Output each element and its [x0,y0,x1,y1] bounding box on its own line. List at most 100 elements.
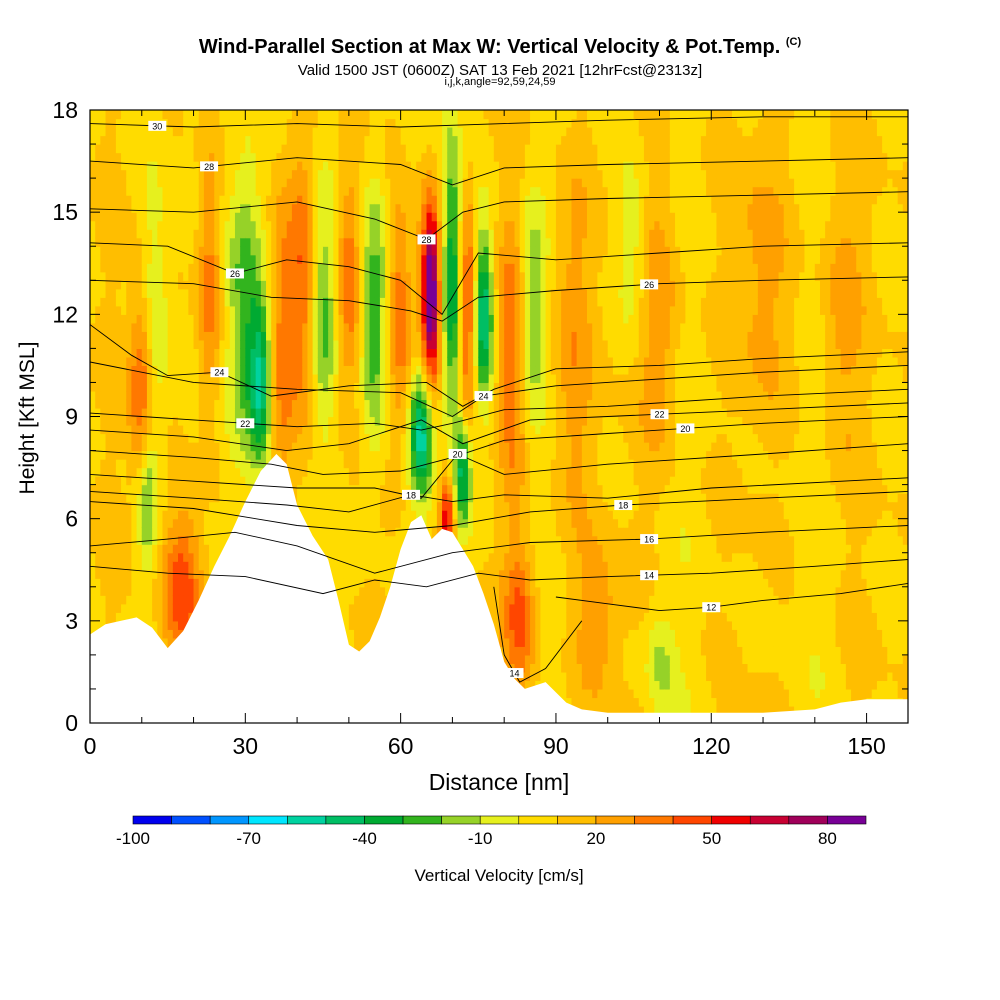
w-cell [328,254,334,264]
w-cell [188,169,195,179]
w-cell [436,331,443,341]
w-cell [167,220,174,230]
w-cell [121,552,127,562]
w-cell [224,161,231,171]
w-cell [203,459,210,469]
w-cell [141,331,148,341]
w-cell [90,365,96,375]
w-cell [374,297,381,307]
w-cell [348,212,355,222]
w-cell [245,305,252,315]
w-cell [328,382,334,392]
w-cell [348,254,355,264]
w-cell [95,544,101,554]
w-cell [126,305,133,315]
w-cell [400,195,407,205]
w-cell [141,144,148,154]
w-cell [229,195,236,205]
chart-subtitle-indices: i,j,k,angle=92,59,24,59 [444,76,556,88]
w-cell [359,322,365,332]
w-cell [390,246,397,256]
w-cell [152,169,158,179]
w-cell [416,161,422,171]
w-cell [343,254,350,264]
w-cell [431,493,438,503]
w-cell [146,433,153,443]
w-cell [343,161,350,171]
w-cell [105,110,112,120]
w-cell [369,127,376,137]
w-cell [172,348,179,358]
w-cell [141,110,148,120]
w-cell [245,280,252,290]
w-cell [379,450,386,460]
w-cell [436,110,443,120]
w-cell [307,118,314,128]
w-cell [209,127,215,137]
w-cell [343,169,350,179]
w-cell [90,459,96,469]
w-cell [90,561,96,571]
w-cell [126,442,133,452]
w-cell [390,110,397,120]
w-cell [442,339,448,349]
w-cell [405,425,412,435]
w-cell [390,322,397,332]
w-cell [203,152,210,162]
w-cell [240,476,246,486]
w-cell [302,203,309,213]
w-cell [354,229,360,239]
w-cell [146,229,153,239]
w-cell [390,297,397,307]
w-cell [400,280,407,290]
w-cell [172,493,179,503]
w-cell [105,561,112,571]
w-cell [348,603,355,613]
w-cell [426,186,433,196]
w-cell [250,365,257,375]
w-cell [136,356,143,367]
w-cell [183,459,189,469]
w-cell [431,246,438,256]
w-cell [193,390,200,401]
w-cell [359,305,365,315]
w-cell [167,416,174,426]
w-cell [390,459,397,469]
w-cell [172,620,179,630]
w-cell [338,348,345,358]
w-cell [343,348,350,358]
w-cell [224,212,231,222]
w-cell [260,442,267,452]
w-cell [369,484,376,494]
w-cell [255,288,262,298]
w-cell [400,254,407,264]
w-cell [348,459,355,469]
w-cell [328,246,334,256]
w-cell [100,186,107,196]
w-cell [317,459,324,469]
w-cell [302,220,309,230]
w-cell [183,186,189,196]
w-cell [90,186,96,196]
w-cell [333,118,340,128]
w-cell [307,476,314,486]
w-cell [198,425,205,435]
w-cell [400,356,407,367]
w-cell [338,263,345,273]
chart-subtitle-valid: Valid 1500 JST (0600Z) SAT 13 Feb 2021 [… [297,62,703,79]
w-cell [322,459,329,469]
w-cell [307,382,314,392]
w-cell [317,416,324,426]
w-cell [369,305,376,315]
w-cell [183,518,189,528]
w-cell [193,595,200,605]
w-cell [442,459,448,469]
w-cell [400,535,407,545]
w-cell [416,501,422,511]
w-cell [436,459,443,469]
w-cell [178,390,184,401]
w-cell [219,169,226,179]
w-cell [240,280,246,290]
w-cell [224,467,231,477]
w-cell [281,254,288,264]
